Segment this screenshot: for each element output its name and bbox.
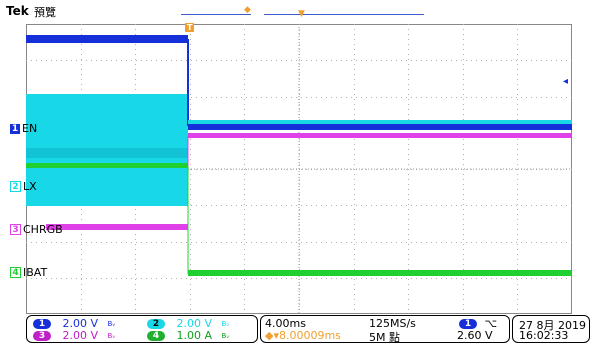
- ch1-name: EN: [22, 122, 38, 135]
- ch4-before-trace: [26, 163, 188, 168]
- trigger-marker-icon: ▼: [298, 9, 305, 19]
- ch4-scale: 4 1.00 A Bᵥ: [147, 329, 229, 342]
- trigger-level-readout: 2.60 V: [457, 329, 493, 342]
- channel-4-label[interactable]: 4 IBAT: [10, 266, 47, 279]
- ch2-after-trace: [188, 120, 572, 126]
- scope-header: Tek 預覽 ◆ ▼: [6, 4, 591, 20]
- trigger-time-icon[interactable]: T: [185, 23, 195, 32]
- ch2-marker-icon: 2: [10, 181, 21, 192]
- trigger-level-icon[interactable]: ◂: [563, 76, 569, 87]
- status-bar: 1 2.00 V Bᵥ 2 2.00 V Bᵥ 3 2.00 V Bᵥ 4 1.…: [26, 315, 590, 344]
- channel-1-label[interactable]: 1 EN: [10, 122, 37, 135]
- trigger-position-readout: ◆▾8.00009ms: [265, 329, 341, 342]
- ch3-pill-icon: 3: [33, 331, 51, 341]
- time-readout: 16:02:33: [519, 329, 569, 342]
- ch4-marker-icon: 4: [10, 267, 21, 278]
- ch3-name: CHRGB: [23, 223, 63, 236]
- ch1-marker-icon: 1: [10, 123, 20, 134]
- channel-3-label[interactable]: 3 CHRGB: [10, 223, 63, 236]
- record-view-bar-left: [181, 14, 251, 15]
- ch3-before-trace: [46, 224, 188, 230]
- ch4-pill-icon: 4: [147, 331, 165, 341]
- channel-2-label[interactable]: 2 LX: [10, 180, 37, 193]
- horizontal-trigger-panel[interactable]: 4.00ms ◆▾8.00009ms 125MS/s 5M 點 1 ⌥ 2.60…: [260, 315, 510, 344]
- ch1-after-trace: [188, 124, 572, 130]
- ch1-pill-icon: 1: [33, 319, 51, 329]
- ch4-after-trace: [188, 270, 572, 276]
- ch3-scale: 3 2.00 V Bᵥ: [33, 329, 115, 342]
- ch2-scale: 2 2.00 V Bᵥ: [147, 317, 229, 330]
- brand-logo: Tek: [6, 4, 29, 18]
- ch3-marker-icon: 3: [10, 224, 21, 235]
- trigger-channel-icon: 1: [459, 319, 477, 329]
- falling-edge-icon: ⌥: [484, 317, 498, 330]
- ch2-name: LX: [23, 180, 37, 193]
- ch1-high-trace: [26, 35, 188, 43]
- vertical-scale-panel[interactable]: 1 2.00 V Bᵥ 2 2.00 V Bᵥ 3 2.00 V Bᵥ 4 1.…: [26, 315, 258, 343]
- date-readout: 27 8月 2019: [519, 319, 586, 332]
- waveform-display[interactable]: [26, 24, 572, 314]
- sample-rate-readout: 125MS/s: [369, 317, 416, 330]
- datetime-panel: 27 8月 2019 16:02:33: [512, 315, 590, 343]
- ch2-band-core: [26, 148, 188, 158]
- ch3-after-trace: [188, 133, 572, 138]
- ch2-pill-icon: 2: [147, 319, 165, 329]
- ch1-scale: 1 2.00 V Bᵥ: [33, 317, 115, 330]
- graticule-svg: [26, 24, 572, 314]
- ch4-name: IBAT: [23, 266, 48, 279]
- timebase-readout: 4.00ms: [265, 317, 306, 330]
- record-length-readout: 5M 點: [369, 331, 400, 344]
- trigger-position-icon: ◆: [244, 5, 251, 15]
- acquisition-mode: 預覽: [34, 6, 56, 19]
- record-view-bar-right: [264, 14, 424, 15]
- trigger-source: 1 ⌥: [459, 317, 497, 330]
